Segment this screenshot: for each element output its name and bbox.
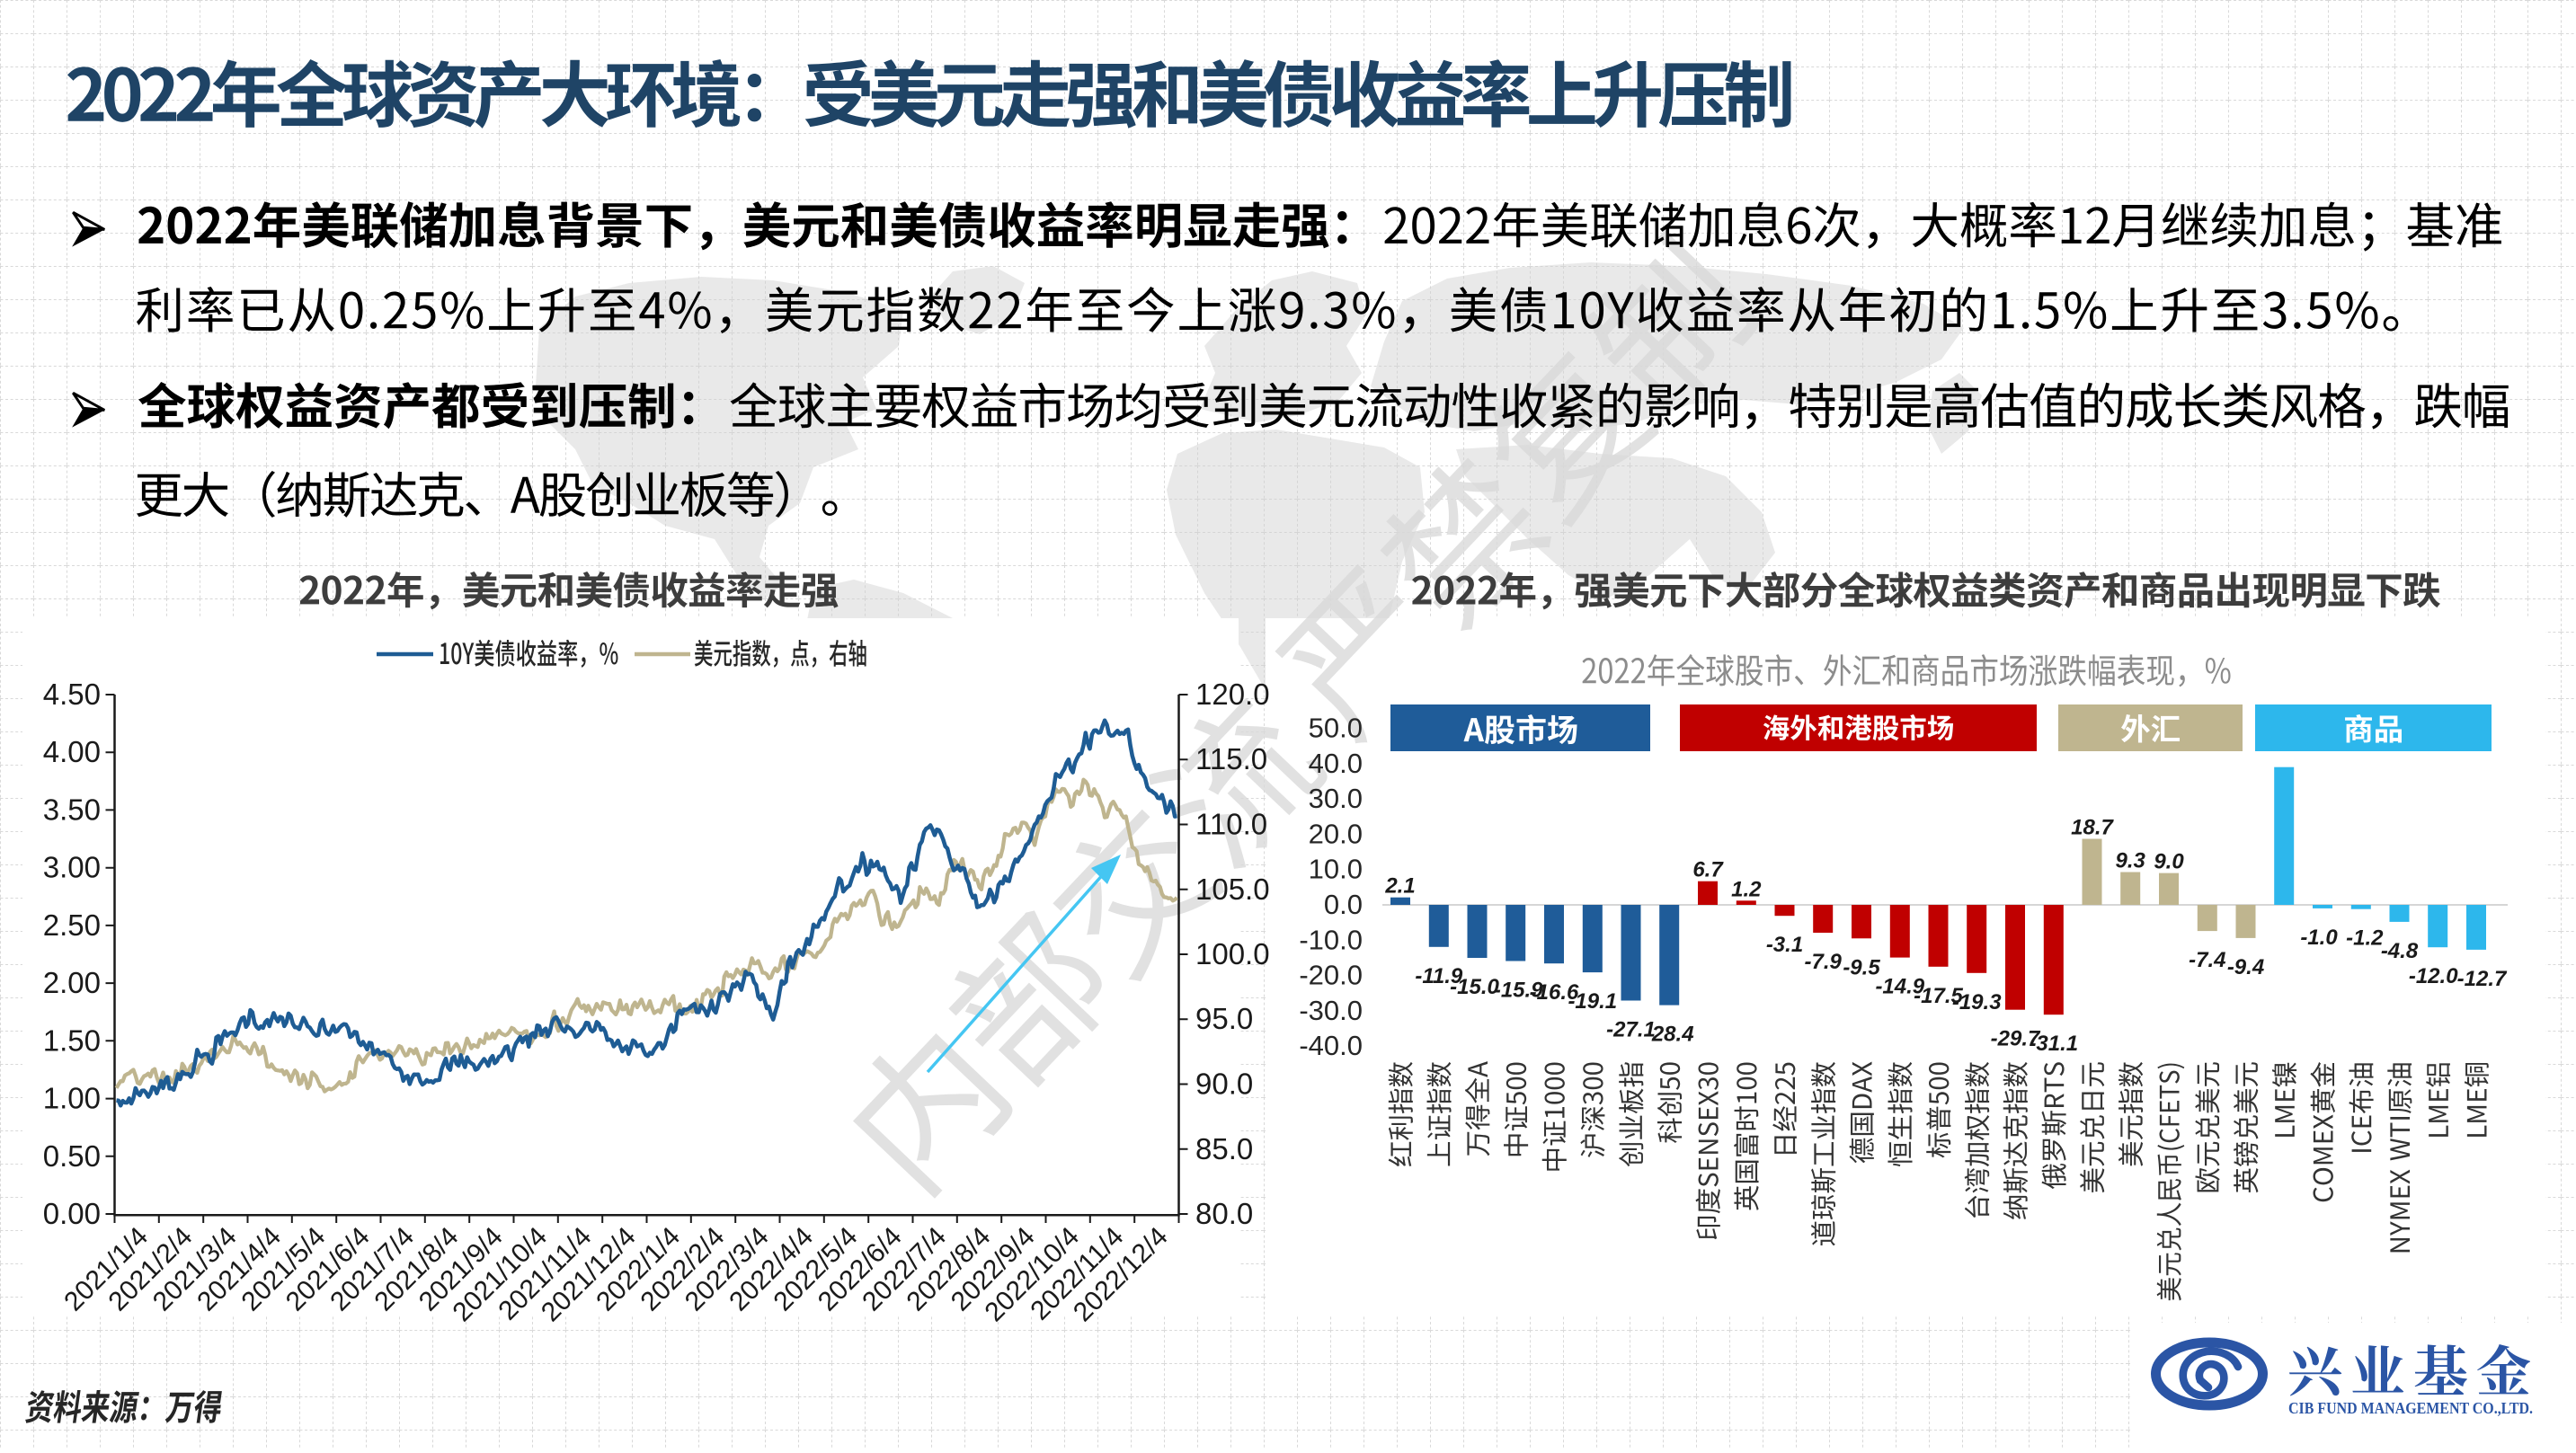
- svg-text:-29.7: -29.7: [1991, 1027, 2041, 1051]
- svg-text:90.0: 90.0: [1195, 1068, 1253, 1101]
- svg-text:-12.7: -12.7: [2457, 967, 2508, 991]
- svg-text:-19.3: -19.3: [1952, 990, 2002, 1014]
- svg-text:40.0: 40.0: [1309, 748, 1363, 779]
- svg-text:-11.9: -11.9: [1415, 964, 1463, 988]
- svg-text:-10.0: -10.0: [1299, 924, 1363, 955]
- svg-text:120.0: 120.0: [1195, 678, 1270, 711]
- svg-text:115.0: 115.0: [1195, 742, 1267, 775]
- svg-text:2.1: 2.1: [1384, 874, 1415, 899]
- svg-text:50.0: 50.0: [1309, 713, 1363, 744]
- svg-text:3.50: 3.50: [43, 793, 101, 826]
- svg-text:-7.4: -7.4: [2189, 948, 2225, 972]
- svg-text:-28.4: -28.4: [1645, 1023, 1694, 1047]
- svg-text:6.7: 6.7: [1692, 858, 1724, 882]
- svg-text:105.0: 105.0: [1195, 873, 1270, 906]
- svg-text:30.0: 30.0: [1309, 783, 1363, 814]
- svg-text:CIB FUND MANAGEMENT CO.,LTD.: CIB FUND MANAGEMENT CO.,LTD.: [2288, 1399, 2533, 1417]
- svg-text:80.0: 80.0: [1195, 1197, 1253, 1230]
- svg-text:110.0: 110.0: [1195, 808, 1267, 841]
- svg-text:-30.0: -30.0: [1299, 995, 1363, 1026]
- svg-text:2.50: 2.50: [43, 908, 101, 942]
- svg-text:0.00: 0.00: [43, 1197, 101, 1230]
- svg-text:-7.9: -7.9: [1805, 950, 1843, 974]
- svg-text:-19.1: -19.1: [1568, 989, 1617, 1014]
- svg-text:-17.5: -17.5: [1914, 984, 1963, 1008]
- svg-text:3.00: 3.00: [43, 851, 101, 884]
- svg-text:-20.0: -20.0: [1299, 960, 1363, 991]
- svg-text:85.0: 85.0: [1195, 1132, 1253, 1165]
- svg-text:9.3: 9.3: [2116, 849, 2146, 873]
- svg-text:0.0: 0.0: [1324, 889, 1363, 920]
- svg-text:-3.1: -3.1: [1766, 933, 1803, 957]
- svg-text:-14.9: -14.9: [1875, 975, 1924, 999]
- svg-text:-1.0: -1.0: [2300, 926, 2338, 950]
- svg-text:20.0: 20.0: [1309, 818, 1363, 849]
- svg-text:-1.2: -1.2: [2346, 926, 2384, 951]
- svg-text:95.0: 95.0: [1195, 1002, 1253, 1035]
- svg-text:100.0: 100.0: [1195, 937, 1270, 970]
- svg-text:-9.4: -9.4: [2227, 955, 2264, 979]
- svg-text:-12.0: -12.0: [2409, 964, 2458, 988]
- svg-text:2.00: 2.00: [43, 966, 101, 999]
- svg-text:-15.9: -15.9: [1494, 979, 1543, 1003]
- svg-text:4.00: 4.00: [43, 735, 101, 768]
- svg-text:10.0: 10.0: [1309, 854, 1363, 885]
- svg-text:-4.8: -4.8: [2381, 939, 2419, 963]
- svg-text:-27.1: -27.1: [1606, 1018, 1656, 1042]
- svg-text:-16.6: -16.6: [1530, 980, 1579, 1005]
- svg-text:-9.5: -9.5: [1843, 955, 1880, 979]
- svg-text:18.7: 18.7: [2071, 816, 2114, 840]
- svg-text:9.0: 9.0: [2154, 850, 2184, 874]
- svg-text:0.50: 0.50: [43, 1139, 101, 1173]
- svg-text:4.50: 4.50: [43, 678, 101, 711]
- svg-text:-31.1: -31.1: [2029, 1032, 2078, 1056]
- svg-text:1.50: 1.50: [43, 1023, 101, 1057]
- svg-text:-15.0: -15.0: [1450, 975, 1499, 999]
- svg-text:1.00: 1.00: [43, 1082, 101, 1115]
- svg-text:-40.0: -40.0: [1299, 1030, 1363, 1061]
- svg-text:1.2: 1.2: [1731, 877, 1762, 901]
